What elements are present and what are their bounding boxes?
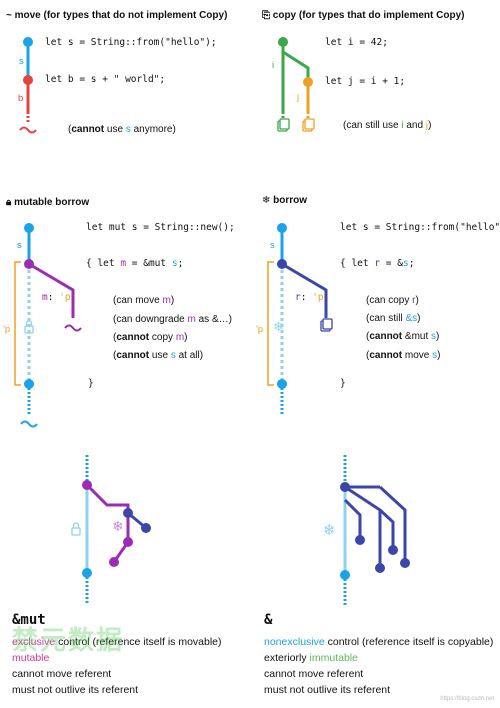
mut-tree (71, 455, 151, 605)
footer-url: https://blog.csdn.net (440, 696, 494, 702)
move-node-b (23, 75, 33, 85)
summary-ref-line-3: cannot move referent (264, 668, 364, 680)
borrow-code-1: let s = String::from("hello"); (340, 222, 500, 233)
summary-ref-line-4: must not outlive its referent (264, 684, 391, 696)
mut-note-1: (can move m) (113, 295, 175, 306)
copy-var-j: j (297, 92, 300, 103)
snowflake-icon: ❄ (273, 319, 284, 334)
mut-note-4: (cannot use s at all) (113, 350, 204, 361)
borrow-close-brace: } (340, 378, 346, 389)
summary-ref-heading: & (264, 612, 273, 628)
mut-m-type: m: 'p (42, 292, 71, 303)
copy-note: (can still use i and j) (343, 120, 432, 131)
move-code-1: let s = String::from("hello"); (45, 37, 217, 48)
move-node-s (23, 37, 33, 47)
move-note: (cannot use s anymore) (68, 124, 176, 135)
mut-lifetime-bracket (14, 261, 21, 386)
copy-code-2: let j = i + 1; (325, 76, 406, 87)
summary-mut-line-4: must not outlive its referent (12, 684, 139, 696)
borrow-note-4: (cannot move s) (366, 350, 441, 361)
copy-diagram (277, 37, 315, 132)
borrow-node-s (277, 223, 287, 233)
borrow-title: ❄ borrow (262, 195, 308, 206)
borrow-var-s: s (270, 240, 275, 251)
copy-var-i: i (272, 60, 275, 71)
copy-icon: ⎘ (262, 10, 270, 21)
move-title: ~ move (for types that do not implement … (6, 10, 228, 21)
mut-code-1: let mut s = String::new(); (86, 222, 235, 233)
borrow-r-type: r: 'p (295, 292, 324, 303)
borrow-note-3: (cannot &mut s) (366, 331, 440, 342)
move-var-s: s (19, 56, 24, 67)
mut-close-brace: } (88, 378, 94, 389)
copy-code-1: let i = 42; (325, 37, 388, 48)
ref-tree (340, 455, 410, 605)
tilde-icon: ~ (6, 10, 12, 21)
mut-tilde-icon (64, 324, 82, 332)
borrow-note-2: (can still &s) (366, 313, 421, 324)
borrow-code-2: { let r = &s; (340, 258, 415, 269)
move-var-b: b (18, 93, 24, 104)
mut-node-s (24, 223, 34, 233)
copy-node-j (303, 77, 313, 87)
snowflake-icon: ❄ (262, 195, 271, 206)
move-diagram (19, 37, 37, 134)
summary-mut-line-3: cannot move referent (12, 668, 112, 680)
summary-mut-line-2: mutable (12, 652, 50, 664)
summary-ref-line-1: nonexclusive control (reference itself i… (264, 636, 494, 648)
mut-lifetime: 'p (3, 324, 11, 335)
mut-borrow-diagram (14, 223, 82, 428)
borrow-diagram (267, 223, 333, 414)
lock-icon (24, 325, 34, 334)
mut-note-3: (cannot copy m) (113, 332, 188, 343)
copy-node-i (278, 37, 288, 47)
mut-note-2: (can downgrade m as &…) (113, 314, 232, 325)
summary-ref-line-2: exteriorly immutable (264, 652, 358, 664)
summary-mut-line-1: exclusive control (reference itself is m… (12, 636, 222, 648)
borrow-lifetime: 'p (256, 324, 264, 335)
move-code-2: let b = s + " world"; (45, 74, 166, 85)
snowflake-icon: ❄ (323, 522, 336, 539)
borrow-note-1: (can copy r) (366, 295, 419, 306)
watermark: 禁元数据 (12, 625, 125, 655)
mut-branch-m (28, 262, 75, 318)
copy-title: ⎘ copy (for types that do implement Copy… (262, 10, 465, 21)
summary-mut-heading: &mut (12, 612, 46, 628)
mut-var-s: s (17, 240, 22, 251)
mut-code-2: { let m = &mut s; (86, 258, 184, 269)
lock-icon: 🔒︎ (6, 197, 12, 208)
move-tilde-icon (19, 126, 37, 134)
snowflake-icon: ❄ (112, 518, 124, 534)
mut-borrow-title: 🔒︎ mutable borrow (6, 197, 90, 208)
